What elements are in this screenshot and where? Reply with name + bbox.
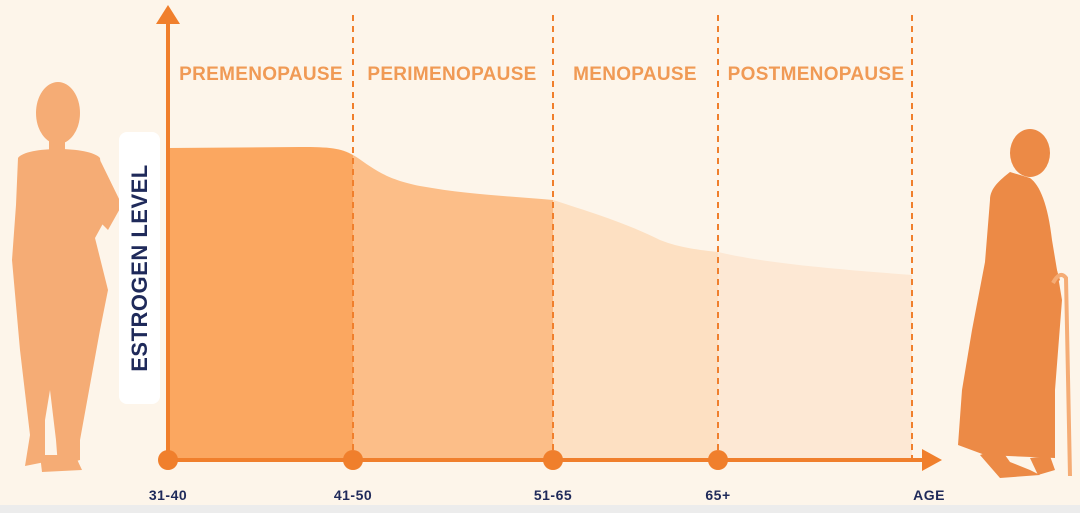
- y-axis-label-box: ESTROGEN LEVEL: [119, 132, 160, 404]
- age-label: 41-50: [333, 487, 373, 503]
- postmenopause-region: [718, 252, 912, 460]
- premenopause-region: [168, 147, 353, 460]
- stage-label-premenopause: PREMENOPAUSE: [179, 64, 343, 85]
- perimenopause-region: [353, 155, 553, 460]
- age-label: 65+: [705, 487, 731, 503]
- age-marker: [158, 450, 178, 470]
- age-marker: [343, 450, 363, 470]
- elderly-woman-with-cane-silhouette-icon: [958, 129, 1072, 478]
- stage-label-menopause: MENOPAUSE: [573, 64, 697, 85]
- stage-label-postmenopause: POSTMENOPAUSE: [727, 64, 905, 85]
- menopause-region: [553, 200, 718, 460]
- age-label: 51-65: [533, 487, 573, 503]
- y-axis-arrow-icon: [156, 5, 180, 24]
- age-marker: [708, 450, 728, 470]
- age-label: 31-40: [148, 487, 188, 503]
- x-axis-label: AGE: [913, 487, 945, 503]
- age-marker: [543, 450, 563, 470]
- y-axis-label: ESTROGEN LEVEL: [126, 164, 152, 372]
- footer-strip: [0, 505, 1080, 513]
- stage-label-perimenopause: PERIMENOPAUSE: [367, 64, 537, 85]
- x-axis-arrow-icon: [922, 449, 942, 471]
- standing-woman-silhouette-icon: [12, 82, 122, 472]
